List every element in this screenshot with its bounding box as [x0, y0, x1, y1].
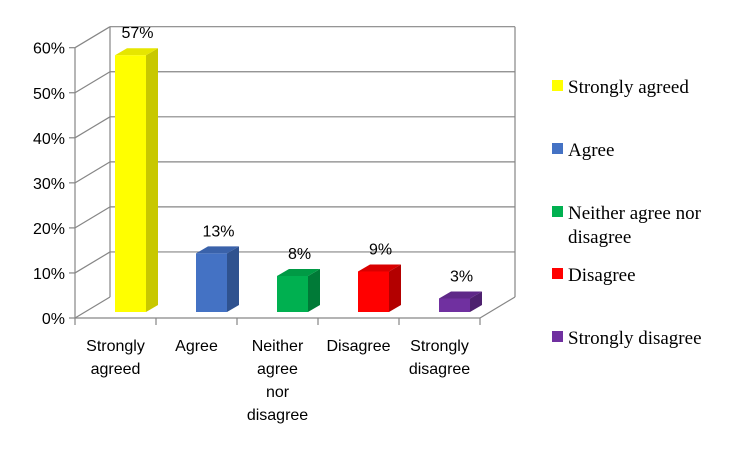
bar-top: [439, 291, 482, 299]
legend-swatch: [552, 206, 563, 217]
legend-label: Strongly disagree: [568, 328, 702, 349]
legend-swatch: [552, 80, 563, 91]
legend-label: Disagree: [568, 265, 636, 286]
gridline-side: [74, 116, 111, 139]
bar-side: [389, 264, 401, 312]
bar-top: [358, 264, 401, 272]
data-label: 8%: [288, 246, 311, 263]
bar: [196, 246, 239, 312]
y-axis: 0% 10% 20% 30% 40% 50% 60%: [33, 41, 481, 328]
gridlines: [74, 26, 516, 319]
legend-label: Agree: [568, 140, 614, 161]
category-label: nor: [266, 384, 290, 401]
gridline-side: [74, 206, 111, 229]
legend-item: Agree: [552, 140, 614, 161]
x-axis-categories: Strongly agreed Agree Neither agree nor disagr…: [86, 338, 470, 424]
legend-swatch: [552, 143, 563, 154]
data-label: 13%: [202, 223, 234, 240]
y-tick-label: 50%: [33, 86, 65, 103]
legend-item: Strongly disagree: [552, 328, 702, 349]
bar-front: [439, 298, 470, 312]
bar: [277, 268, 320, 312]
category-label: Strongly: [86, 338, 145, 355]
bar-side: [227, 246, 239, 312]
legend-label: Neither agree nor: [568, 203, 702, 224]
category-label: disagree: [409, 361, 470, 378]
legend-swatch: [552, 268, 563, 279]
bar-front: [196, 253, 227, 312]
y-tick-label: 40%: [33, 131, 65, 148]
bar: [358, 264, 401, 312]
bar-front: [358, 271, 389, 312]
legend-label: Strongly agreed: [568, 77, 689, 98]
bar-front: [277, 275, 308, 312]
legend-label: disagree: [568, 227, 631, 248]
y-tick-label: 30%: [33, 176, 65, 193]
legend: Strongly agreed Agree Neither agree nor dis…: [552, 77, 702, 349]
bar-side: [146, 48, 158, 313]
data-label: 3%: [450, 268, 473, 285]
bar: [115, 48, 158, 313]
gridline-side: [74, 251, 111, 274]
category-label: Disagree: [326, 338, 390, 355]
gridline-side: [74, 161, 111, 184]
bar: [439, 291, 482, 312]
bar-top: [277, 268, 320, 276]
legend-swatch: [552, 331, 563, 342]
bar-top: [196, 246, 239, 254]
data-label: 9%: [369, 241, 392, 258]
legend-item: Neither agree nor disagree: [552, 203, 702, 248]
bar-side: [470, 291, 482, 312]
category-label: Neither: [252, 338, 304, 355]
y-tick-label: 20%: [33, 221, 65, 238]
bar-front: [115, 55, 146, 313]
y-tick-label: 60%: [33, 41, 65, 58]
category-label: Strongly: [410, 338, 469, 355]
bar-top: [115, 48, 158, 56]
gridline-side: [74, 71, 111, 94]
gridline-side: [74, 296, 111, 319]
legend-item: Disagree: [552, 265, 636, 286]
y-tick-label: 10%: [33, 266, 65, 283]
data-label: 57%: [121, 25, 153, 42]
legend-item: Strongly agreed: [552, 77, 689, 98]
category-label: Agree: [175, 338, 218, 355]
bar-side: [308, 268, 320, 312]
data-labels: 57% 13% 8% 9% 3%: [121, 25, 473, 285]
y-tick-label: 0%: [42, 311, 65, 328]
category-label: agree: [257, 361, 298, 378]
gridline-side: [74, 26, 111, 49]
floor-side-edge: [479, 296, 516, 319]
category-label: disagree: [247, 407, 308, 424]
category-label: agreed: [91, 361, 141, 378]
bars: [115, 48, 482, 313]
